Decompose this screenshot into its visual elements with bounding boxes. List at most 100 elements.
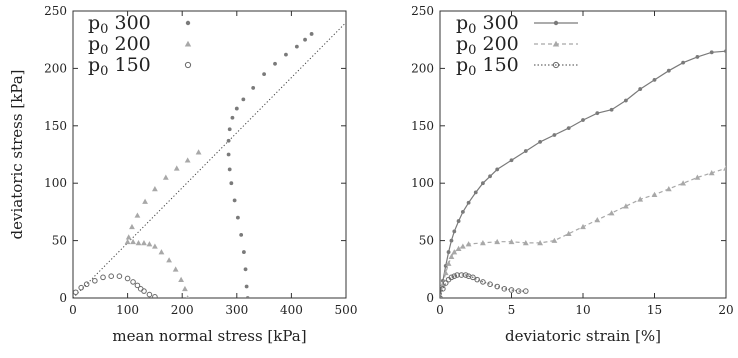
data-point [624,98,628,103]
data-point [481,181,485,186]
data-point [487,281,493,288]
y-tick-label: 100 [411,176,434,190]
data-point [580,223,586,230]
data-point [509,158,514,163]
x-tick-label: 300 [225,303,248,317]
y-tick-label: 50 [419,234,434,248]
data-point [451,273,458,279]
legend-label: p0 300 [456,12,519,37]
data-point [566,126,571,130]
y-tick-label: 200 [411,61,434,75]
data-point [239,232,244,237]
data-point [124,275,131,282]
legend-label-value: 200 [108,33,150,55]
data-point [608,210,615,216]
data-point [551,237,558,243]
legend-label-subscript: 0 [468,22,476,37]
data-point [442,269,449,276]
data-point [134,282,141,289]
data-point [129,223,135,230]
reference-line [73,22,346,298]
data-point [455,245,462,251]
data-point [195,149,202,155]
data-point [158,249,165,255]
data-point [638,87,643,91]
series-0 [226,32,314,298]
data-point [494,238,501,245]
data-point [448,253,455,259]
data-point [448,274,455,281]
data-point [73,289,79,296]
legend-marker [553,20,559,26]
data-point [594,217,601,223]
legend-label-subscript: 0 [100,64,108,79]
y-tick-label: 50 [52,234,67,248]
data-point [609,107,614,112]
data-point [595,111,600,116]
data-point [152,294,158,298]
data-point [284,52,288,57]
x-tick-label: 100 [116,303,139,317]
data-point [234,106,239,111]
data-point [152,243,158,249]
series-2 [73,273,158,298]
data-point [452,229,457,234]
series-line [440,274,526,298]
data-point [226,138,231,143]
data-point [226,152,231,157]
series-0 [440,49,726,298]
data-point [465,241,472,247]
series-1 [124,149,202,298]
data-point [515,288,522,294]
data-point [552,133,557,137]
legend-marker [552,61,560,69]
x-tick-label: 500 [335,303,358,317]
data-point [244,284,249,289]
y-tick-label: 150 [44,119,67,133]
data-layer [440,49,726,298]
data-point [78,284,84,291]
legend-label-main: p [456,54,468,76]
x-tick-label: 400 [280,303,303,317]
data-point [235,215,240,220]
data-point [241,97,246,102]
series-line [440,167,726,298]
data-point [245,296,250,298]
y-tick-label: 250 [411,4,434,18]
data-point [652,77,657,82]
data-point [470,274,476,281]
data-point [294,44,299,49]
data-point [708,169,715,176]
x-axis-title: deviatoric strain [%] [505,327,661,345]
data-point [166,257,172,263]
data-point [100,274,106,281]
x-tick-label: 0 [436,303,444,317]
data-point [446,250,451,254]
legend-label-main: p [88,33,100,55]
legend-label: p0 300 [88,12,151,37]
data-point [83,281,90,288]
data-point [134,212,141,218]
legend-marker [184,40,192,47]
data-point [184,157,191,163]
x-tick-label: 5 [508,303,516,317]
x-tick-label: 10 [575,303,590,317]
data-point [230,115,235,120]
data-point [681,60,685,65]
data-point [459,243,466,249]
data-point [251,86,256,90]
legend-label-value: 200 [476,33,518,55]
data-point [456,219,461,223]
data-point [473,190,478,195]
legend-marker [552,40,560,47]
data-point [581,118,585,122]
data-point [523,149,528,153]
legend-marker [185,20,191,26]
legend-label-main: p [456,33,468,55]
data-point [495,167,500,172]
plot-frame [72,10,347,299]
data-point [501,286,508,292]
